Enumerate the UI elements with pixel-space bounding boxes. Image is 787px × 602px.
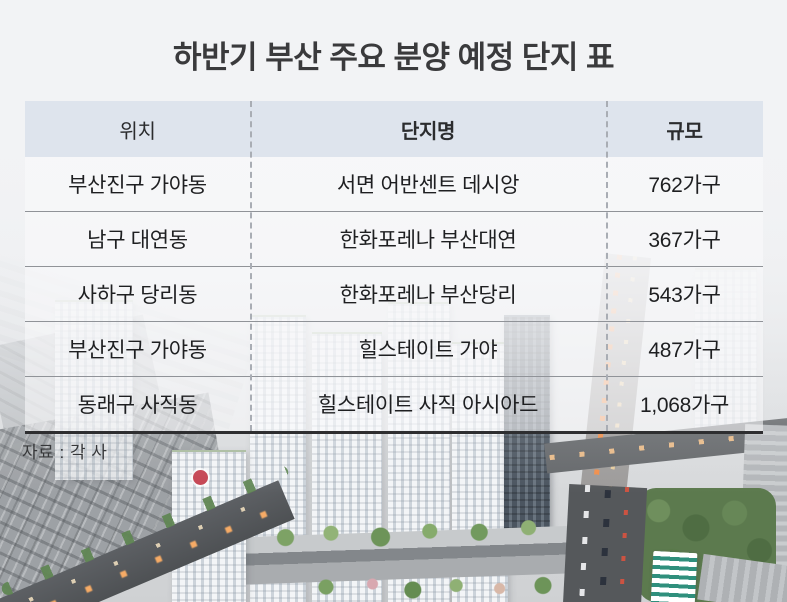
photo-teal-building	[650, 550, 698, 602]
cell-location: 사하구 당리동	[77, 284, 198, 307]
cell-complex-name: 한화포레나 부산당리	[339, 284, 517, 307]
table-header-row: 위치 단지명 규모	[25, 101, 763, 157]
cell-scale: 1,068가구	[639, 394, 730, 417]
cell-location: 남구 대연동	[87, 229, 188, 252]
table-row: 동래구 사직동 힐스테이트 사직 아시아드 1,068가구	[25, 376, 763, 431]
column-divider-dashed	[250, 101, 252, 431]
table-row: 남구 대연동 한화포레나 부산대연 367가구	[25, 211, 763, 266]
column-header-scale: 규모	[666, 120, 703, 143]
cell-scale: 762가구	[648, 174, 721, 197]
cell-complex-name: 한화포레나 부산대연	[339, 229, 517, 252]
source-note: 자료 : 각 사	[22, 443, 108, 462]
column-header-location: 위치	[119, 120, 156, 143]
cell-location: 부산진구 가야동	[68, 174, 207, 197]
cell-complex-name: 힐스테이트 사직 아시아드	[317, 394, 539, 417]
cell-scale: 487가구	[648, 339, 721, 362]
column-header-complex-name: 단지명	[400, 120, 456, 143]
cell-complex-name: 서면 어반센트 데시앙	[336, 174, 520, 197]
photo-landscaping	[295, 572, 605, 602]
cell-scale: 543가구	[648, 284, 721, 307]
photo-road-cars	[562, 484, 648, 602]
table-row: 사하구 당리동 한화포레나 부산당리 543가구	[25, 266, 763, 321]
cell-location: 부산진구 가야동	[68, 339, 207, 362]
cell-scale: 367가구	[648, 229, 721, 252]
table-row: 부산진구 가야동 서면 어반센트 데시앙 762가구	[25, 157, 763, 211]
table-row: 부산진구 가야동 힐스테이트 가야 487가구	[25, 321, 763, 376]
page-title: 하반기 부산 주요 분양 예정 단지 표	[173, 40, 614, 75]
photo-red-logo-badge	[193, 470, 208, 485]
cell-complex-name: 힐스테이트 가야	[358, 339, 498, 362]
cell-location: 동래구 사직동	[77, 394, 198, 417]
column-divider-dashed	[606, 101, 608, 431]
complex-table: 위치 단지명 규모 부산진구 가야동 서면 어반센트 데시앙 762가구 남구 …	[25, 101, 763, 434]
